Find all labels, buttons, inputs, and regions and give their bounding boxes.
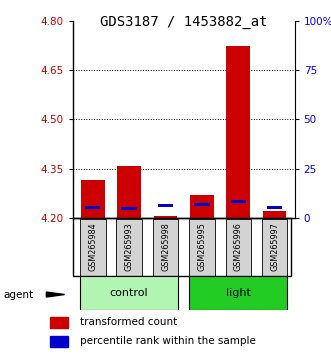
Text: GSM265995: GSM265995 xyxy=(197,222,207,272)
Bar xyxy=(158,204,173,207)
Bar xyxy=(117,219,142,275)
Bar xyxy=(226,46,250,218)
Bar xyxy=(231,200,246,203)
Bar xyxy=(118,166,141,218)
Bar xyxy=(189,276,287,310)
Bar xyxy=(267,206,282,209)
Bar xyxy=(80,276,178,310)
Text: GSM265993: GSM265993 xyxy=(125,223,134,271)
Bar xyxy=(153,219,178,275)
Bar xyxy=(81,180,105,218)
Bar xyxy=(50,336,68,347)
Text: GDS3187 / 1453882_at: GDS3187 / 1453882_at xyxy=(100,15,267,29)
Text: GSM265997: GSM265997 xyxy=(270,222,279,272)
Bar xyxy=(85,206,101,209)
Bar xyxy=(50,317,68,328)
Bar xyxy=(225,219,251,275)
Bar xyxy=(263,211,286,218)
Text: light: light xyxy=(226,288,251,298)
Bar xyxy=(80,219,106,275)
Text: GSM265984: GSM265984 xyxy=(88,223,97,271)
Bar xyxy=(262,219,287,275)
Bar xyxy=(154,216,177,218)
Bar xyxy=(190,195,214,218)
Text: transformed count: transformed count xyxy=(80,318,177,327)
Text: control: control xyxy=(110,288,149,298)
Text: percentile rank within the sample: percentile rank within the sample xyxy=(80,336,256,346)
Bar xyxy=(121,207,137,210)
Text: agent: agent xyxy=(3,290,33,299)
Bar xyxy=(189,219,214,275)
Bar xyxy=(194,203,210,206)
Text: GSM265996: GSM265996 xyxy=(234,223,243,271)
Text: GSM265998: GSM265998 xyxy=(161,223,170,271)
